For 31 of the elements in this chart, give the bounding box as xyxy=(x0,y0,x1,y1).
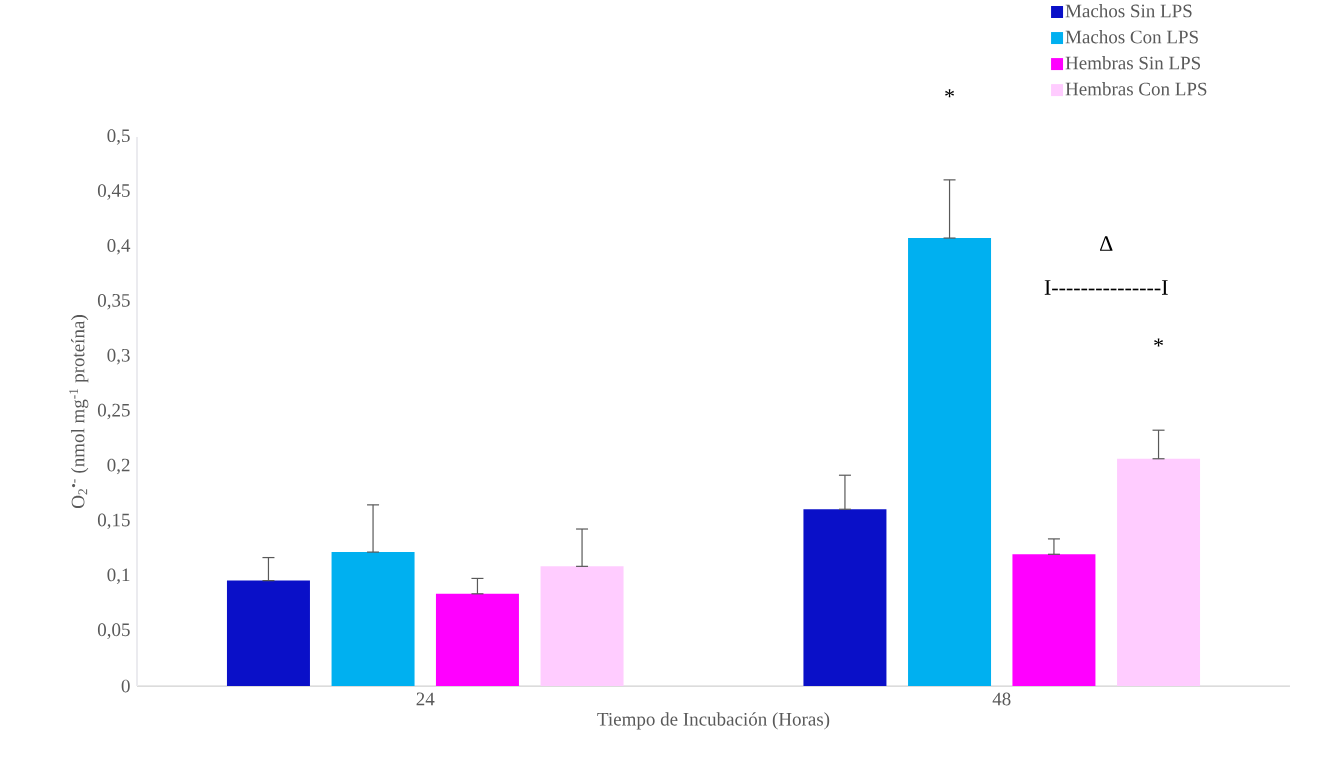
bar xyxy=(803,509,887,687)
y-tick-label: 0,3 xyxy=(107,348,130,365)
bar xyxy=(1117,458,1201,687)
x-axis-title: Tiempo de Incubación (Horas) xyxy=(597,712,830,730)
legend-label: Machos Con LPS xyxy=(1065,30,1198,44)
y-tick-label: 0,25 xyxy=(97,403,130,420)
y-tick-label: 0,1 xyxy=(107,568,130,584)
y-tick-label: 0,5 xyxy=(107,129,130,145)
bar xyxy=(908,238,992,687)
legend-label: Machos Sin LPS xyxy=(1065,3,1192,18)
bar xyxy=(1012,554,1096,687)
legend-label: Hembras Sin LPS xyxy=(1065,56,1201,70)
annotation: Δ xyxy=(1100,236,1113,251)
y-tick-label: 0,2 xyxy=(107,458,130,475)
y-tick-label: 0,15 xyxy=(97,513,130,530)
annotation: I---------------I xyxy=(1044,280,1168,295)
x-tick-label: 48 xyxy=(992,692,1011,706)
bar xyxy=(435,593,519,687)
bar xyxy=(331,552,415,687)
y-tick-label: 0 xyxy=(121,679,130,693)
text: * xyxy=(945,89,954,98)
y-tick-label: 0,05 xyxy=(97,623,130,639)
legend-label: Hembras Con LPS xyxy=(1065,82,1207,96)
x-tick-label: 24 xyxy=(416,692,435,706)
annotation: * xyxy=(1154,338,1163,347)
y-tick-label: 0,4 xyxy=(107,239,131,255)
y-tick-label: 0,45 xyxy=(97,184,130,200)
y-axis-title: O$_{2}$$^{•-}$ (nmol mg$^{-1}$ proteína) xyxy=(69,315,89,508)
bar xyxy=(226,580,310,687)
y-tick-label: 0,35 xyxy=(97,293,130,310)
bar xyxy=(540,566,624,687)
